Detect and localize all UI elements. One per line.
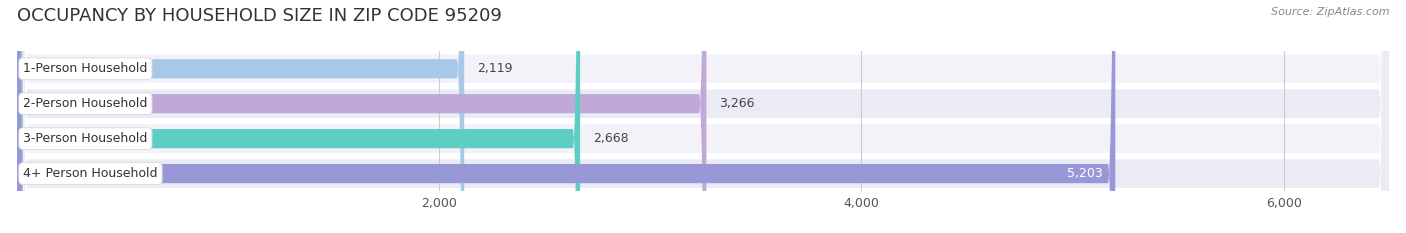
FancyBboxPatch shape: [17, 0, 1389, 233]
FancyBboxPatch shape: [17, 0, 1389, 233]
FancyBboxPatch shape: [17, 0, 1389, 233]
Text: 4+ Person Household: 4+ Person Household: [24, 167, 157, 180]
Text: 2-Person Household: 2-Person Household: [24, 97, 148, 110]
Text: 5,203: 5,203: [1067, 167, 1102, 180]
Text: 1-Person Household: 1-Person Household: [24, 62, 148, 75]
FancyBboxPatch shape: [17, 0, 1115, 233]
Text: OCCUPANCY BY HOUSEHOLD SIZE IN ZIP CODE 95209: OCCUPANCY BY HOUSEHOLD SIZE IN ZIP CODE …: [17, 7, 502, 25]
Text: 3,266: 3,266: [718, 97, 755, 110]
Text: 2,119: 2,119: [477, 62, 512, 75]
Text: 2,668: 2,668: [593, 132, 628, 145]
Text: 3-Person Household: 3-Person Household: [24, 132, 148, 145]
Text: Source: ZipAtlas.com: Source: ZipAtlas.com: [1271, 7, 1389, 17]
FancyBboxPatch shape: [17, 0, 581, 233]
FancyBboxPatch shape: [17, 0, 706, 233]
FancyBboxPatch shape: [17, 0, 464, 233]
FancyBboxPatch shape: [17, 0, 1389, 233]
